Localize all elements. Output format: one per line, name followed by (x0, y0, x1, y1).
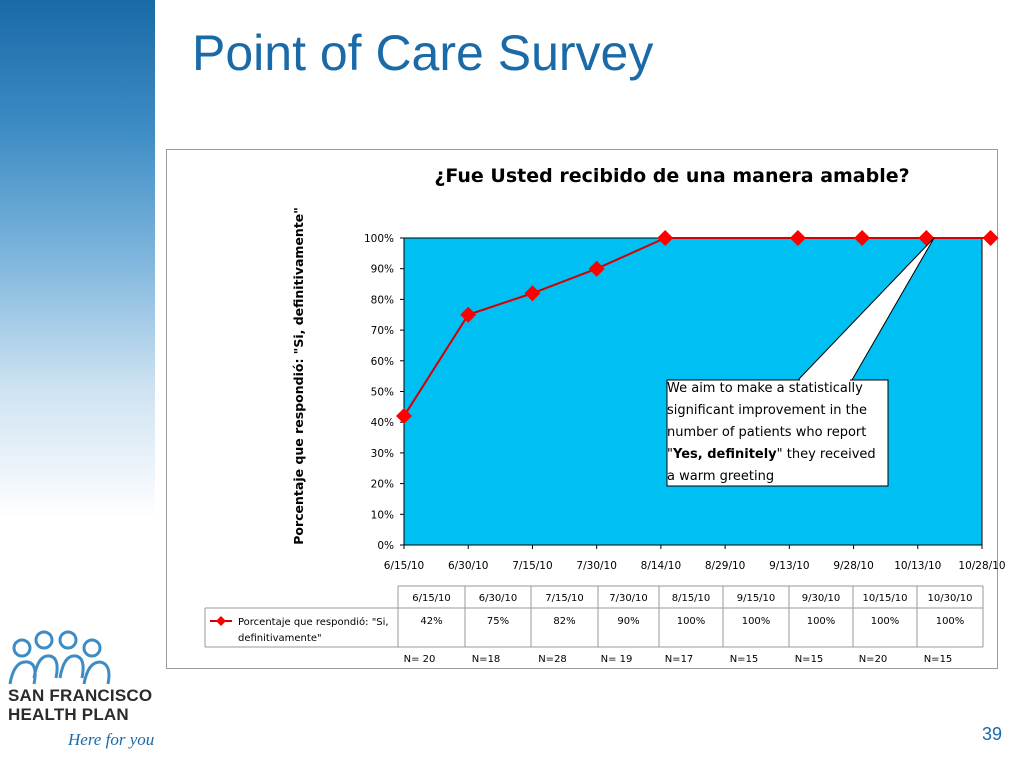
y-tick-label: 10% (371, 509, 394, 521)
table-date-header: 6/30/10 (479, 593, 518, 604)
data-point (982, 230, 999, 246)
data-point (588, 260, 605, 277)
y-tick-label: 70% (371, 325, 394, 337)
table-value-cell: 100% (807, 616, 836, 627)
sample-size-label: N=20 (859, 654, 888, 665)
sample-size-label: N=15 (924, 654, 953, 665)
callout-text-before: We aim to make a statistically significa… (667, 381, 867, 462)
logo-tagline: Here for you (68, 730, 155, 749)
chart-title: ¿Fue Usted recibido de una manera amable… (434, 165, 909, 187)
table-date-header: 8/15/10 (672, 593, 711, 604)
table-date-header: 7/15/10 (545, 593, 584, 604)
table-value-cell: 75% (487, 616, 509, 627)
data-point (524, 285, 541, 302)
sample-size-label: N=28 (538, 654, 567, 665)
goal-callout-text: We aim to make a statistically significa… (667, 378, 887, 488)
sidebar-gradient (0, 0, 155, 520)
table-value-cell: 42% (420, 616, 442, 627)
x-tick-label: 8/29/10 (705, 560, 745, 572)
x-tick-label: 6/15/10 (384, 560, 424, 572)
logo-name-line1: SAN FRANCISCO (8, 686, 153, 705)
table-date-header: 10/15/10 (863, 593, 908, 604)
table-legend-marker (216, 616, 226, 626)
x-tick-label: 7/30/10 (576, 560, 616, 572)
y-tick-label: 20% (371, 479, 394, 491)
table-legend-label-line2: definitivamente" (238, 633, 322, 644)
y-tick-label: 60% (371, 356, 394, 368)
table-date-header: 9/30/10 (802, 593, 841, 604)
y-tick-label: 40% (371, 417, 394, 429)
y-axis-label: Porcentaje que respondió: "Si, definitiv… (291, 207, 306, 545)
callout-text-bold: Yes, definitely (672, 447, 777, 462)
table-value-cell: 100% (871, 616, 900, 627)
table-value-cell: 100% (742, 616, 771, 627)
table-date-header: 10/30/10 (928, 593, 973, 604)
logo-name: SAN FRANCISCO HEALTH PLAN (8, 686, 152, 724)
y-tick-label: 30% (371, 448, 394, 460)
sample-size-label: N=17 (665, 654, 694, 665)
y-tick-label: 90% (371, 264, 394, 276)
sample-size-label: N=15 (730, 654, 759, 665)
sample-size-label: N= 20 (404, 654, 436, 665)
table-legend-label-line1: Porcentaje que respondió: "Si, (238, 616, 389, 628)
data-point (789, 230, 806, 246)
table-date-header: 9/15/10 (737, 593, 776, 604)
x-tick-label: 10/28/10 (958, 560, 1005, 572)
x-tick-label: 9/13/10 (769, 560, 809, 572)
table-value-cell: 90% (617, 616, 639, 627)
x-tick-label: 7/15/10 (512, 560, 552, 572)
y-tick-label: 50% (371, 387, 394, 399)
logo-name-line2: HEALTH PLAN (8, 705, 129, 724)
table-value-cell: 100% (677, 616, 706, 627)
callout-box (666, 379, 889, 487)
y-tick-label: 80% (371, 294, 394, 306)
page-number: 39 (982, 724, 1003, 744)
x-tick-label: 10/13/10 (894, 560, 941, 572)
data-point (854, 230, 871, 246)
y-tick-label: 100% (364, 233, 394, 245)
x-tick-label: 9/28/10 (833, 560, 873, 572)
sample-size-label: N=15 (795, 654, 824, 665)
x-tick-label: 8/14/10 (641, 560, 681, 572)
callout-text-after: " they received a warm greeting (667, 447, 876, 484)
data-point (657, 230, 674, 246)
table-date-header: 7/30/10 (609, 593, 648, 604)
data-point (460, 306, 477, 323)
sample-size-label: N=18 (472, 654, 501, 665)
logo-icon (8, 630, 111, 685)
sample-size-label: N= 19 (601, 654, 633, 665)
x-tick-label: 6/30/10 (448, 560, 488, 572)
table-value-cell: 82% (553, 616, 575, 627)
slide-title: Point of Care Survey (192, 25, 654, 81)
y-tick-label: 0% (377, 540, 394, 552)
table-value-cell: 100% (936, 616, 965, 627)
table-date-header: 6/15/10 (412, 593, 451, 604)
data-point (396, 408, 412, 425)
